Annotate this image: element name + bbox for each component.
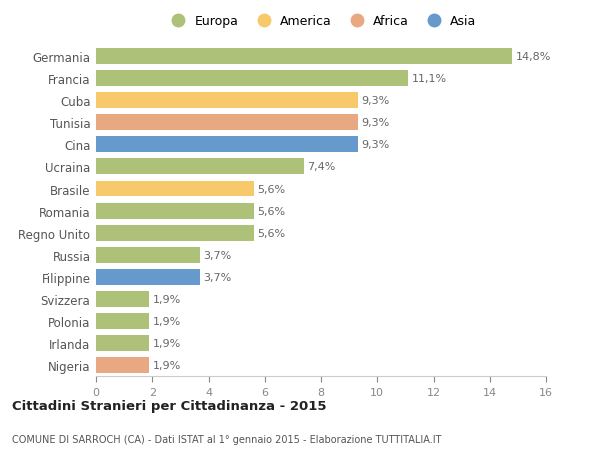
Text: 1,9%: 1,9% bbox=[153, 360, 181, 370]
Text: 1,9%: 1,9% bbox=[153, 316, 181, 326]
Text: 3,7%: 3,7% bbox=[203, 250, 232, 260]
Text: 5,6%: 5,6% bbox=[257, 206, 285, 216]
Bar bbox=[96, 115, 358, 131]
Bar bbox=[96, 291, 149, 307]
Bar bbox=[96, 247, 200, 263]
Bar bbox=[96, 71, 408, 87]
Bar bbox=[96, 358, 149, 373]
Text: 9,3%: 9,3% bbox=[361, 96, 389, 106]
Bar bbox=[96, 159, 304, 175]
Bar bbox=[96, 203, 254, 219]
Bar bbox=[96, 181, 254, 197]
Text: 14,8%: 14,8% bbox=[515, 52, 551, 62]
Bar bbox=[96, 225, 254, 241]
Bar bbox=[96, 93, 358, 109]
Text: 9,3%: 9,3% bbox=[361, 118, 389, 128]
Text: 5,6%: 5,6% bbox=[257, 184, 285, 194]
Legend: Europa, America, Africa, Asia: Europa, America, Africa, Asia bbox=[161, 10, 481, 33]
Text: 1,9%: 1,9% bbox=[153, 338, 181, 348]
Text: Cittadini Stranieri per Cittadinanza - 2015: Cittadini Stranieri per Cittadinanza - 2… bbox=[12, 399, 326, 412]
Text: 3,7%: 3,7% bbox=[203, 272, 232, 282]
Bar bbox=[96, 49, 512, 65]
Text: 11,1%: 11,1% bbox=[412, 74, 446, 84]
Bar bbox=[96, 336, 149, 351]
Text: COMUNE DI SARROCH (CA) - Dati ISTAT al 1° gennaio 2015 - Elaborazione TUTTITALIA: COMUNE DI SARROCH (CA) - Dati ISTAT al 1… bbox=[12, 434, 442, 444]
Text: 5,6%: 5,6% bbox=[257, 228, 285, 238]
Text: 7,4%: 7,4% bbox=[308, 162, 336, 172]
Bar bbox=[96, 313, 149, 329]
Text: 1,9%: 1,9% bbox=[153, 294, 181, 304]
Text: 9,3%: 9,3% bbox=[361, 140, 389, 150]
Bar bbox=[96, 269, 200, 285]
Bar bbox=[96, 137, 358, 153]
